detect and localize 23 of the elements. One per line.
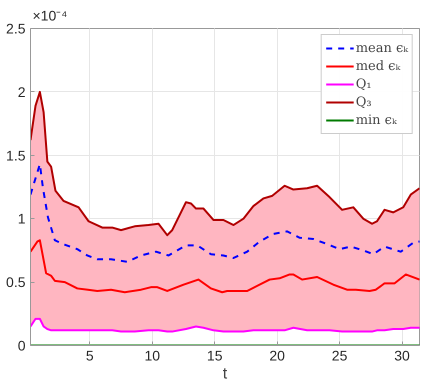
y-tick-label: 1 [18, 210, 26, 227]
line-series [30, 318, 420, 333]
text: ×10⁻⁴ [32, 8, 68, 24]
line-series [30, 239, 420, 294]
legend-label: Q₁ [356, 76, 373, 92]
x-tick-label: 30 [394, 348, 410, 364]
y-tick-label: 0 [18, 338, 26, 354]
legend-label: Q₃ [356, 94, 373, 110]
x-tick-label: 20 [269, 348, 286, 364]
y-tick-label: 1.5 [6, 147, 26, 164]
x-tick-label: 5 [86, 348, 94, 364]
legend-label: min ϵₖ [356, 112, 397, 128]
legend-label: mean ϵₖ [356, 40, 408, 56]
y-tick-label: 2 [18, 84, 26, 100]
x-tick-label: 10 [144, 348, 160, 364]
x-axis-title: t [222, 366, 228, 382]
x-tick-label: 25 [332, 348, 348, 364]
y-tick-label: 0.5 [6, 274, 26, 290]
legend-label: med ϵₖ [356, 58, 400, 74]
line-series [30, 163, 420, 263]
line-series [30, 90, 420, 236]
y-tick-label: 2.5 [6, 20, 26, 36]
x-tick-label: 15 [206, 348, 223, 364]
